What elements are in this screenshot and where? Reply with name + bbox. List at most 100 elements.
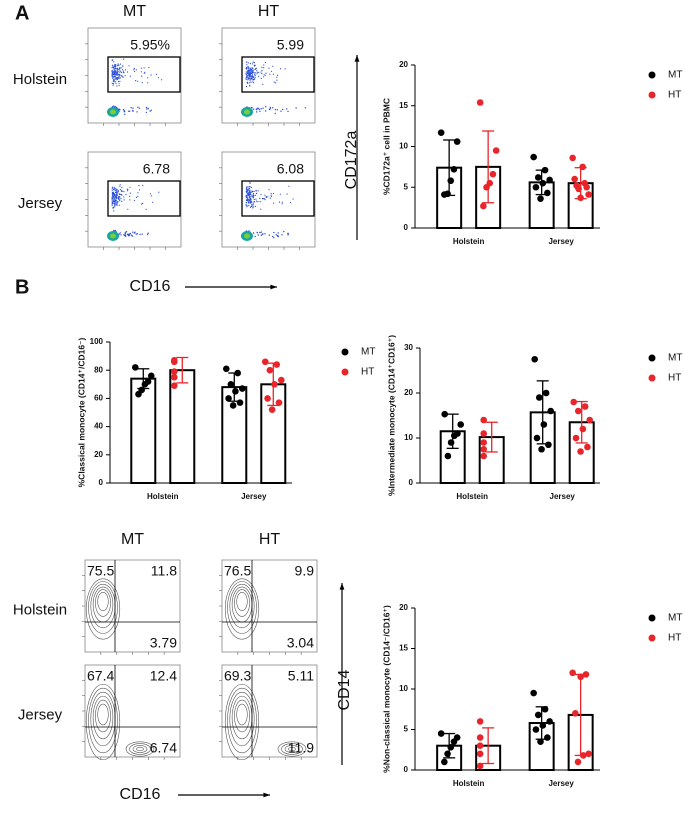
event-dot — [126, 190, 128, 192]
event-dot — [146, 108, 148, 110]
event-dot — [150, 74, 152, 76]
data-point — [273, 361, 281, 368]
contour — [97, 591, 109, 611]
event-dot — [252, 61, 254, 63]
event-dot — [254, 76, 256, 78]
arrow-head — [339, 583, 345, 590]
quadrant-value: 12.4 — [150, 668, 177, 684]
event-dot — [251, 63, 253, 65]
event-dot — [246, 81, 249, 83]
event-dot — [260, 234, 263, 236]
column-label: MT — [121, 531, 144, 548]
event-dot — [249, 69, 251, 71]
event-dot — [249, 77, 251, 80]
event-dot — [277, 232, 279, 234]
legend-symbol — [648, 374, 656, 382]
quadrant-value: 6.74 — [150, 740, 177, 756]
column-label: HT — [258, 3, 280, 20]
gate — [107, 56, 181, 93]
data-point — [238, 385, 246, 392]
event-dot — [264, 74, 266, 76]
event-dot — [252, 202, 254, 204]
event-dot — [147, 77, 149, 79]
event-dot — [263, 67, 265, 69]
data-point — [574, 407, 582, 415]
event-dot — [137, 195, 139, 197]
event-dot — [282, 108, 284, 111]
event-dot — [248, 193, 250, 195]
event-dot — [121, 189, 123, 192]
event-dot — [252, 192, 255, 195]
event-dot — [115, 77, 117, 79]
event-dot — [115, 197, 117, 199]
event-dot — [287, 234, 289, 236]
event-dot — [147, 107, 149, 110]
data-point — [539, 722, 547, 729]
event-dot — [123, 111, 126, 113]
event-dot — [143, 72, 145, 74]
event-dot — [274, 112, 276, 115]
event-dot — [118, 82, 120, 84]
event-dot — [268, 189, 270, 191]
event-dot — [248, 69, 250, 71]
event-dot — [255, 190, 257, 192]
event-dot — [115, 82, 117, 85]
event-dot — [111, 196, 113, 198]
event-dot — [251, 77, 253, 79]
event-dot — [304, 107, 307, 109]
event-dot — [126, 71, 129, 73]
event-dot — [247, 70, 249, 72]
contour — [92, 695, 114, 740]
event-dot — [142, 202, 144, 204]
event-dot — [149, 110, 151, 112]
event-dot — [251, 74, 254, 76]
event-dot — [245, 202, 247, 204]
legend-label: MT — [668, 70, 682, 81]
legend-symbol — [648, 634, 656, 642]
event-dot — [118, 233, 120, 235]
data-point — [480, 445, 488, 453]
data-point — [570, 398, 577, 406]
event-dot — [254, 72, 256, 74]
event-dot — [112, 71, 114, 73]
event-dot — [115, 201, 117, 203]
event-dot — [115, 70, 117, 72]
row-label: Jersey — [18, 707, 63, 724]
data-point — [544, 734, 551, 741]
data-point — [534, 711, 542, 719]
contour — [88, 581, 118, 634]
event-dot — [259, 231, 261, 234]
event-dot — [140, 71, 143, 73]
event-dot — [145, 208, 147, 210]
event-dot — [113, 105, 115, 107]
event-dot — [256, 109, 258, 111]
contour — [132, 745, 148, 753]
data-point — [544, 189, 551, 197]
quadrant-value: 69.3 — [224, 668, 251, 684]
event-dot — [253, 197, 255, 199]
event-dot — [286, 108, 288, 110]
event-dot — [138, 107, 141, 109]
event-dot — [132, 110, 134, 112]
y-tick-label: 5 — [404, 725, 409, 734]
x-axis-label: CD16 — [120, 786, 161, 803]
event-dot — [258, 75, 260, 77]
event-dot — [116, 202, 118, 205]
data-point — [476, 99, 484, 106]
event-dot — [124, 234, 127, 236]
event-dot — [118, 80, 120, 83]
event-dot — [148, 66, 150, 69]
contour — [85, 683, 121, 761]
event-dot — [253, 190, 255, 192]
event-dot — [113, 210, 115, 212]
data-point — [450, 738, 458, 745]
event-dot — [259, 197, 261, 200]
data-point — [582, 671, 590, 678]
event-dot — [132, 231, 134, 233]
flow-plot-frame — [221, 559, 318, 653]
event-dot — [133, 199, 135, 201]
data-point — [540, 421, 548, 428]
event-dot — [274, 109, 277, 111]
event-dot — [123, 199, 125, 201]
event-dot — [137, 80, 139, 82]
